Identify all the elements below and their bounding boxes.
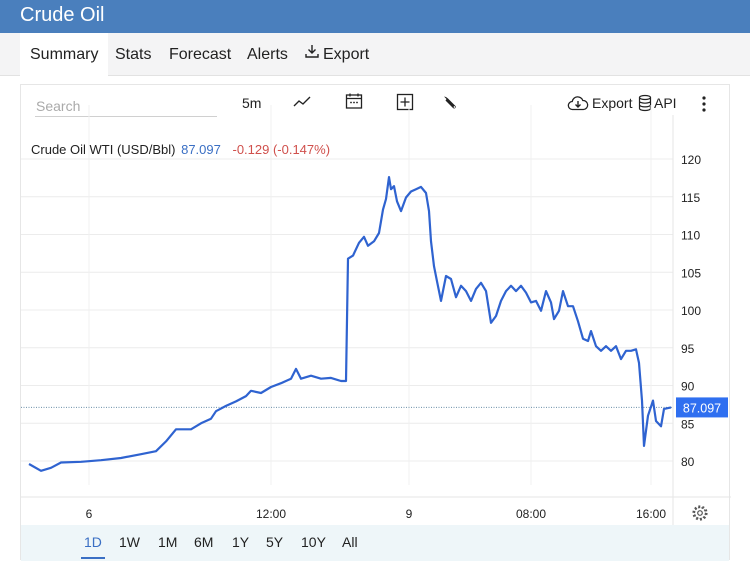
- plus-square-icon[interactable]: [396, 93, 414, 111]
- range-6m[interactable]: 6M: [194, 534, 214, 550]
- x-tick-label: 12:00: [256, 507, 286, 521]
- x-tick-label: 16:00: [636, 507, 666, 521]
- legend-change: -0.129 (-0.147%): [232, 142, 331, 157]
- range-selector: 1D 1W 1M 6M 1Y 5Y 10Y All: [21, 525, 729, 561]
- tab-summary[interactable]: Summary: [20, 33, 109, 76]
- chart-legend: Crude Oil WTI (USD/Bbl) 87.097 -0.129 (-…: [31, 142, 330, 157]
- interval-button[interactable]: 5m: [242, 95, 262, 111]
- y-tick-label: 85: [681, 417, 695, 431]
- y-tick-label: 115: [681, 191, 700, 205]
- wrench-icon[interactable]: [441, 94, 459, 112]
- range-5y[interactable]: 5Y: [266, 534, 284, 550]
- y-tick-label: 100: [681, 304, 701, 318]
- range-all[interactable]: All: [342, 534, 358, 550]
- calendar-icon[interactable]: [345, 92, 363, 110]
- range-10y[interactable]: 10Y: [301, 534, 326, 550]
- range-1m[interactable]: 1M: [158, 534, 178, 550]
- y-tick-label: 110: [681, 229, 700, 243]
- more-vertical-icon[interactable]: [701, 95, 707, 113]
- y-tick-label: 120: [681, 153, 701, 167]
- tab-export-label: Export: [323, 46, 370, 63]
- tab-bar: Summary Stats Forecast Alerts Export: [0, 33, 750, 76]
- tab-forecast[interactable]: Forecast: [169, 46, 232, 63]
- page-title: Crude Oil: [20, 4, 105, 26]
- x-tick-label: 9: [406, 507, 413, 521]
- y-tick-label: 90: [681, 380, 695, 394]
- range-1d[interactable]: 1D: [81, 534, 105, 559]
- y-tick-label: 80: [681, 455, 695, 469]
- x-tick-label: 6: [86, 507, 93, 521]
- y-tick-label: 95: [681, 342, 695, 356]
- price-label: 87.097: [683, 401, 721, 415]
- api-button[interactable]: API: [638, 93, 677, 113]
- price-chart[interactable]: 80 85 90 95 100 105 110 115 120 6 12:00 9 08:00 16:00…: [21, 85, 731, 525]
- chart-card: 5m Export API Crude Oil WT: [20, 84, 731, 561]
- chart-toolbar: 5m Export API: [21, 85, 729, 123]
- price-label-bg: [676, 397, 728, 418]
- tab-export[interactable]: Export: [294, 33, 379, 76]
- y-tick-label: 105: [681, 266, 701, 280]
- tab-stats[interactable]: Stats: [115, 46, 152, 63]
- line-chart-icon[interactable]: [292, 94, 312, 110]
- x-tick-label: 08:00: [516, 507, 546, 521]
- export-label: Export: [592, 95, 633, 111]
- download-icon: [304, 33, 320, 76]
- export-button[interactable]: Export: [567, 93, 632, 113]
- api-label: API: [654, 95, 677, 111]
- legend-name: Crude Oil WTI (USD/Bbl): [31, 142, 176, 157]
- database-icon: [638, 94, 652, 112]
- range-1w[interactable]: 1W: [119, 534, 140, 550]
- search-input[interactable]: [35, 95, 217, 117]
- title-bar: Crude Oil: [0, 0, 750, 33]
- legend-value: 87.097: [181, 142, 221, 157]
- range-1y[interactable]: 1Y: [232, 534, 250, 550]
- gear-icon[interactable]: [692, 505, 708, 521]
- price-line: [28, 175, 672, 472]
- cloud-download-icon: [567, 95, 589, 111]
- tab-alerts[interactable]: Alerts: [247, 46, 288, 63]
